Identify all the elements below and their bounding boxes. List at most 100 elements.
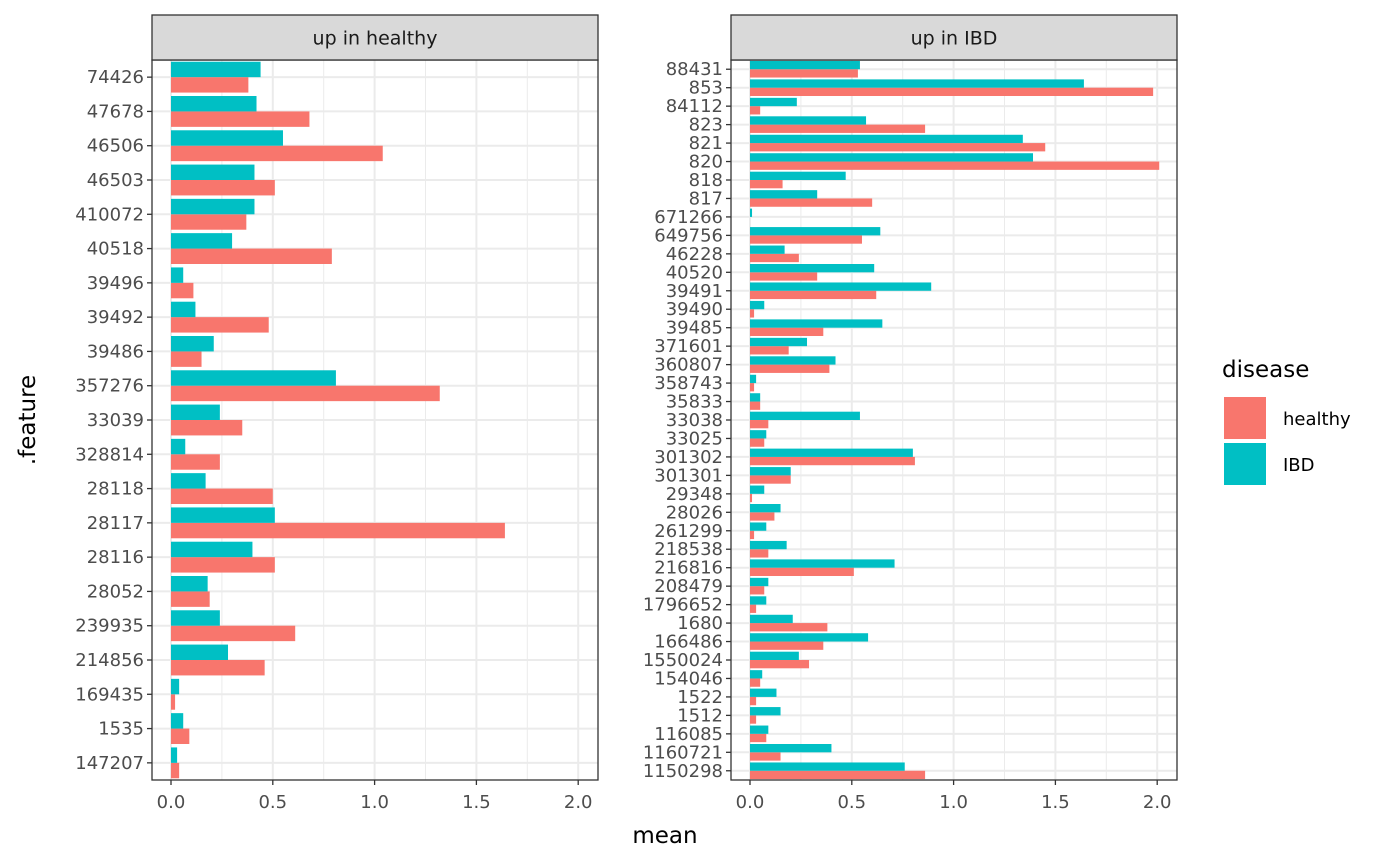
bar-ibd-817: [750, 190, 818, 199]
bar-healthy-649756: [750, 235, 862, 244]
bar-ibd-358743: [750, 374, 757, 384]
bar-healthy-39486: [171, 351, 202, 367]
bar-ibd-1150298: [750, 762, 905, 771]
bar-healthy-1796652: [750, 604, 757, 613]
bar-ibd-208479: [750, 577, 769, 587]
bar-healthy-47678: [171, 111, 310, 127]
x-tick-label: 0.0: [157, 792, 186, 813]
bar-ibd-88431: [750, 60, 860, 70]
bar-healthy-1522: [750, 696, 757, 706]
bar-healthy-28118: [171, 488, 273, 504]
strip-background: [151, 14, 599, 61]
y-tick-label: 39496: [87, 273, 144, 294]
y-tick-label: 821: [689, 133, 723, 154]
bar-healthy-88431: [750, 69, 858, 78]
bar-ibd-216816: [750, 559, 895, 568]
y-tick-label: 35833: [666, 392, 723, 413]
bar-healthy-35833: [750, 401, 761, 410]
y-tick-label: 39491: [666, 281, 723, 302]
bar-healthy-301301: [750, 475, 791, 484]
bar-healthy-39492: [171, 317, 269, 333]
y-tick-label: 358743: [654, 373, 723, 394]
bar-healthy-154046: [750, 678, 761, 687]
bar-ibd-823: [750, 116, 867, 125]
bar-ibd-328814: [171, 438, 186, 455]
bar-healthy-853: [750, 87, 1154, 96]
y-tick-label: 40518: [87, 239, 144, 260]
y-tick-label: 39492: [87, 307, 144, 328]
x-axis-title: mean: [632, 823, 697, 849]
y-tick-label: 39486: [87, 341, 144, 362]
bar-healthy-821: [750, 143, 1046, 152]
bar-ibd-1796652: [750, 596, 767, 605]
y-tick-label: 1150298: [643, 761, 723, 782]
bar-ibd-410072: [171, 198, 255, 215]
bar-ibd-301302: [750, 448, 913, 457]
bar-healthy-1535: [171, 728, 190, 744]
bar-ibd-29348: [750, 485, 765, 494]
bar-ibd-1522: [750, 688, 777, 697]
bar-healthy-28116: [171, 557, 275, 573]
bar-healthy-33039: [171, 420, 243, 436]
legend-key-healthy: [1224, 397, 1266, 439]
y-tick-label: 33038: [666, 410, 723, 431]
y-tick-label: 28117: [87, 513, 144, 534]
bar-healthy-301302: [750, 456, 915, 466]
bar-healthy-169435: [171, 694, 176, 710]
y-tick-label: 1160721: [643, 742, 723, 763]
bar-ibd-1550024: [750, 651, 799, 660]
y-tick-label: 46228: [666, 244, 723, 265]
bar-ibd-169435: [171, 678, 180, 695]
y-tick-label: 1512: [677, 705, 723, 726]
y-tick-label: 147207: [75, 753, 144, 774]
bar-ibd-28117: [171, 507, 275, 523]
bar-healthy-218538: [750, 549, 769, 558]
y-tick-label: 817: [689, 188, 723, 209]
y-tick-label: 1522: [677, 687, 723, 708]
bar-ibd-39490: [750, 300, 765, 310]
y-tick-label: 88431: [666, 59, 723, 80]
bar-healthy-820: [750, 161, 1160, 170]
y-tick-label: 28052: [87, 581, 144, 602]
bar-healthy-328814: [171, 454, 220, 470]
bar-healthy-360807: [750, 364, 830, 373]
bar-ibd-147207: [171, 747, 178, 763]
bar-healthy-39485: [750, 327, 824, 336]
y-tick-label: 328814: [75, 444, 144, 465]
x-tick-label: 1.5: [462, 792, 491, 813]
legend-label-ibd: IBD: [1283, 455, 1315, 476]
y-tick-label: 169435: [75, 684, 144, 705]
y-tick-label: 28118: [87, 479, 144, 500]
bar-ibd-818: [750, 171, 846, 180]
bar-ibd-33025: [750, 430, 767, 439]
bar-healthy-33025: [750, 438, 765, 447]
strip-background: [730, 14, 1178, 61]
y-tick-label: 154046: [654, 668, 723, 689]
bar-healthy-1160721: [750, 752, 781, 761]
y-tick-label: 1680: [677, 613, 723, 634]
bar-ibd-39492: [171, 301, 196, 318]
bar-healthy-39491: [750, 290, 877, 300]
bar-ibd-40518: [171, 233, 233, 249]
y-tick-label: 360807: [654, 355, 723, 376]
y-tick-label: 1796652: [643, 595, 723, 616]
bar-ibd-28026: [750, 504, 781, 513]
bar-healthy-1550024: [750, 660, 810, 669]
bar-healthy-1512: [750, 715, 757, 724]
y-tick-label: 853: [689, 78, 723, 99]
bar-ibd-360807: [750, 356, 836, 365]
bar-ibd-28118: [171, 473, 206, 489]
bar-healthy-39490: [750, 309, 755, 318]
y-tick-label: 39490: [666, 299, 723, 320]
bar-ibd-39491: [750, 282, 932, 291]
y-tick-label: 1535: [98, 719, 144, 740]
bar-healthy-261299: [750, 530, 755, 540]
bar-ibd-853: [750, 79, 1084, 88]
y-tick-label: 47678: [87, 101, 144, 122]
bar-healthy-29348: [750, 493, 753, 503]
x-tick-label: 0.5: [837, 792, 866, 813]
y-tick-label: 33039: [87, 410, 144, 431]
y-tick-label: 823: [689, 115, 723, 136]
y-axis-title: .feature: [15, 375, 41, 465]
y-tick-label: 218538: [654, 539, 723, 560]
